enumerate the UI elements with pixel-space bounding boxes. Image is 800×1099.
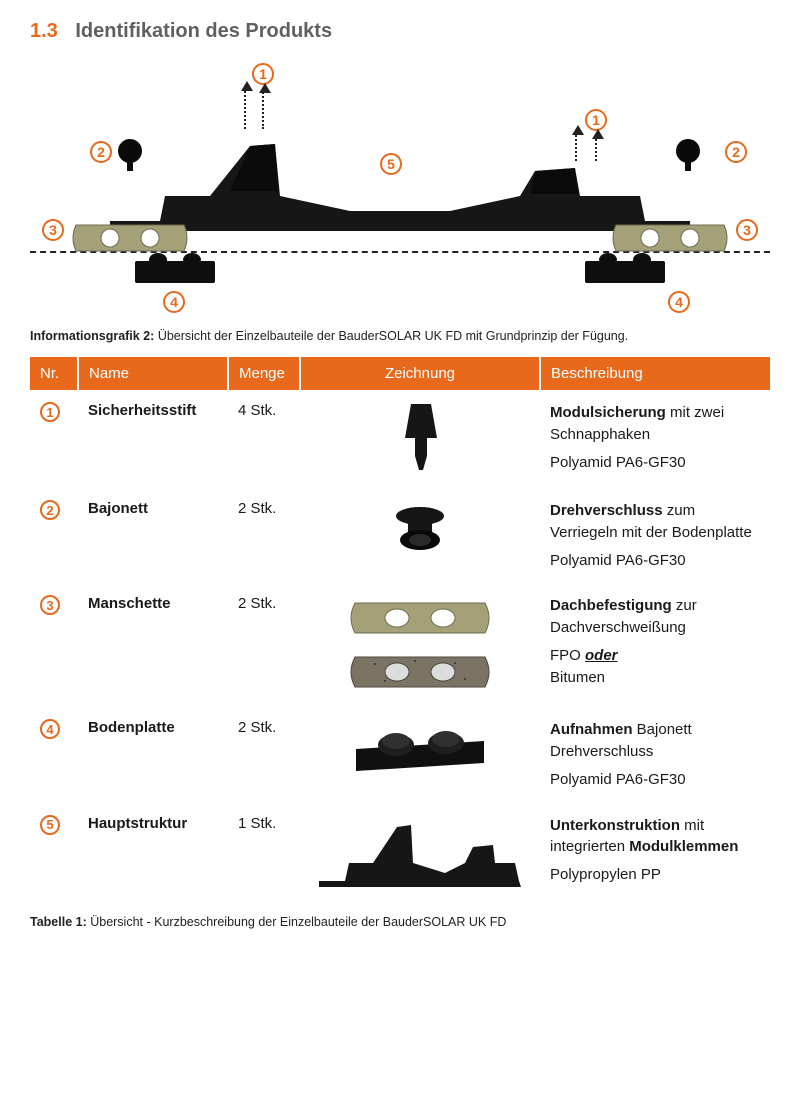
callout-4: 4 xyxy=(668,291,690,313)
part-qty: 1 Stk. xyxy=(228,803,300,911)
row-number-badge: 2 xyxy=(40,500,60,520)
drawing-bajonett xyxy=(385,500,455,564)
figure-caption: Informationsgrafik 2: Übersicht der Einz… xyxy=(30,329,770,343)
part-name: Sicherheitsstift xyxy=(78,390,228,488)
table-row: 5 Hauptstruktur1 Stk. Unterkonstruktion m… xyxy=(30,803,770,911)
callout-4: 4 xyxy=(163,291,185,313)
th-qty: Menge xyxy=(228,357,300,390)
part-name: Bodenplatte xyxy=(78,707,228,802)
part-drawing xyxy=(300,390,540,488)
table-caption-text: Übersicht - Kurzbeschreibung der Einzelb… xyxy=(90,915,506,929)
th-nr: Nr. xyxy=(30,357,78,390)
row-number-badge: 1 xyxy=(40,402,60,422)
row-number-badge: 4 xyxy=(40,719,60,739)
callout-2: 2 xyxy=(90,141,112,163)
bajonett-left-icon xyxy=(118,139,142,163)
part-name: Bajonett xyxy=(78,488,228,583)
callout-5: 5 xyxy=(380,153,402,175)
part-name: Hauptstruktur xyxy=(78,803,228,911)
bodenplatte-right-icon xyxy=(585,261,665,283)
exploded-diagram: 1 1 2 2 3 3 4 4 5 xyxy=(30,61,770,321)
section-number: 1.3 xyxy=(30,20,58,42)
leader-arrow xyxy=(595,135,597,161)
th-drawing: Zeichnung xyxy=(300,357,540,390)
table-caption: Tabelle 1: Übersicht - Kurzbeschreibung … xyxy=(30,915,770,929)
part-description: Drehverschluss zum Verriegeln mit der Bo… xyxy=(540,488,770,583)
part-description: Aufnahmen Bajonett DrehverschlussPolyami… xyxy=(540,707,770,802)
part-description: Dachbefestigung zur DachverschweißungFPO… xyxy=(540,583,770,707)
callout-2: 2 xyxy=(725,141,747,163)
table-caption-label: Tabelle 1: xyxy=(30,915,87,929)
table-header-row: Nr. Name Menge Zeichnung Beschreibung xyxy=(30,357,770,390)
table-row: 2 Bajonett2 Stk. Drehverschluss zum Verri… xyxy=(30,488,770,583)
part-drawing xyxy=(300,707,540,802)
callout-1: 1 xyxy=(585,109,607,131)
table-row: 3 Manschette2 Stk. Dachbefestigung zur Da… xyxy=(30,583,770,707)
th-name: Name xyxy=(78,357,228,390)
leader-arrow xyxy=(262,89,264,129)
manschette-right-icon xyxy=(610,219,730,257)
part-drawing xyxy=(300,488,540,583)
callout-3: 3 xyxy=(736,219,758,241)
part-description: Modulsicherung mit zwei SchnapphakenPoly… xyxy=(540,390,770,488)
figure-caption-text: Übersicht der Einzelbauteile der BauderS… xyxy=(158,329,628,343)
bajonett-right-icon xyxy=(676,139,700,163)
callout-1: 1 xyxy=(252,63,274,85)
row-number-badge: 5 xyxy=(40,815,60,835)
part-drawing xyxy=(300,803,540,911)
section-title: Identifikation des Produkts xyxy=(75,20,332,42)
part-drawing xyxy=(300,583,540,707)
part-description: Unterkonstruktion mit integrierten Modul… xyxy=(540,803,770,911)
drawing-bodenplatte xyxy=(350,719,490,779)
table-row: 1 Sicherheitsstift4 Stk. Modulsicherung m… xyxy=(30,390,770,488)
row-number-badge: 3 xyxy=(40,595,60,615)
parts-tbody: 1 Sicherheitsstift4 Stk. Modulsicherung m… xyxy=(30,390,770,911)
section-heading: 1.3 Identifikation des Produkts xyxy=(30,20,770,43)
drawing-sicherheitsstift xyxy=(397,402,443,476)
manschette-left-icon xyxy=(70,219,190,257)
part-qty: 2 Stk. xyxy=(228,583,300,707)
th-desc: Beschreibung xyxy=(540,357,770,390)
figure-caption-label: Informationsgrafik 2: xyxy=(30,329,154,343)
bodenplatte-left-icon xyxy=(135,261,215,283)
leader-arrow xyxy=(575,131,577,161)
parts-table: Nr. Name Menge Zeichnung Beschreibung 1S… xyxy=(30,357,770,911)
drawing-manschette xyxy=(310,595,530,695)
part-qty: 2 Stk. xyxy=(228,488,300,583)
part-name: Manschette xyxy=(78,583,228,707)
leader-arrow xyxy=(244,87,246,129)
part-qty: 4 Stk. xyxy=(228,390,300,488)
callout-3: 3 xyxy=(42,219,64,241)
part-qty: 2 Stk. xyxy=(228,707,300,802)
drawing-hauptstruktur xyxy=(315,815,525,899)
table-row: 4 Bodenplatte2 Stk. Aufnahmen Bajonett Dr… xyxy=(30,707,770,802)
